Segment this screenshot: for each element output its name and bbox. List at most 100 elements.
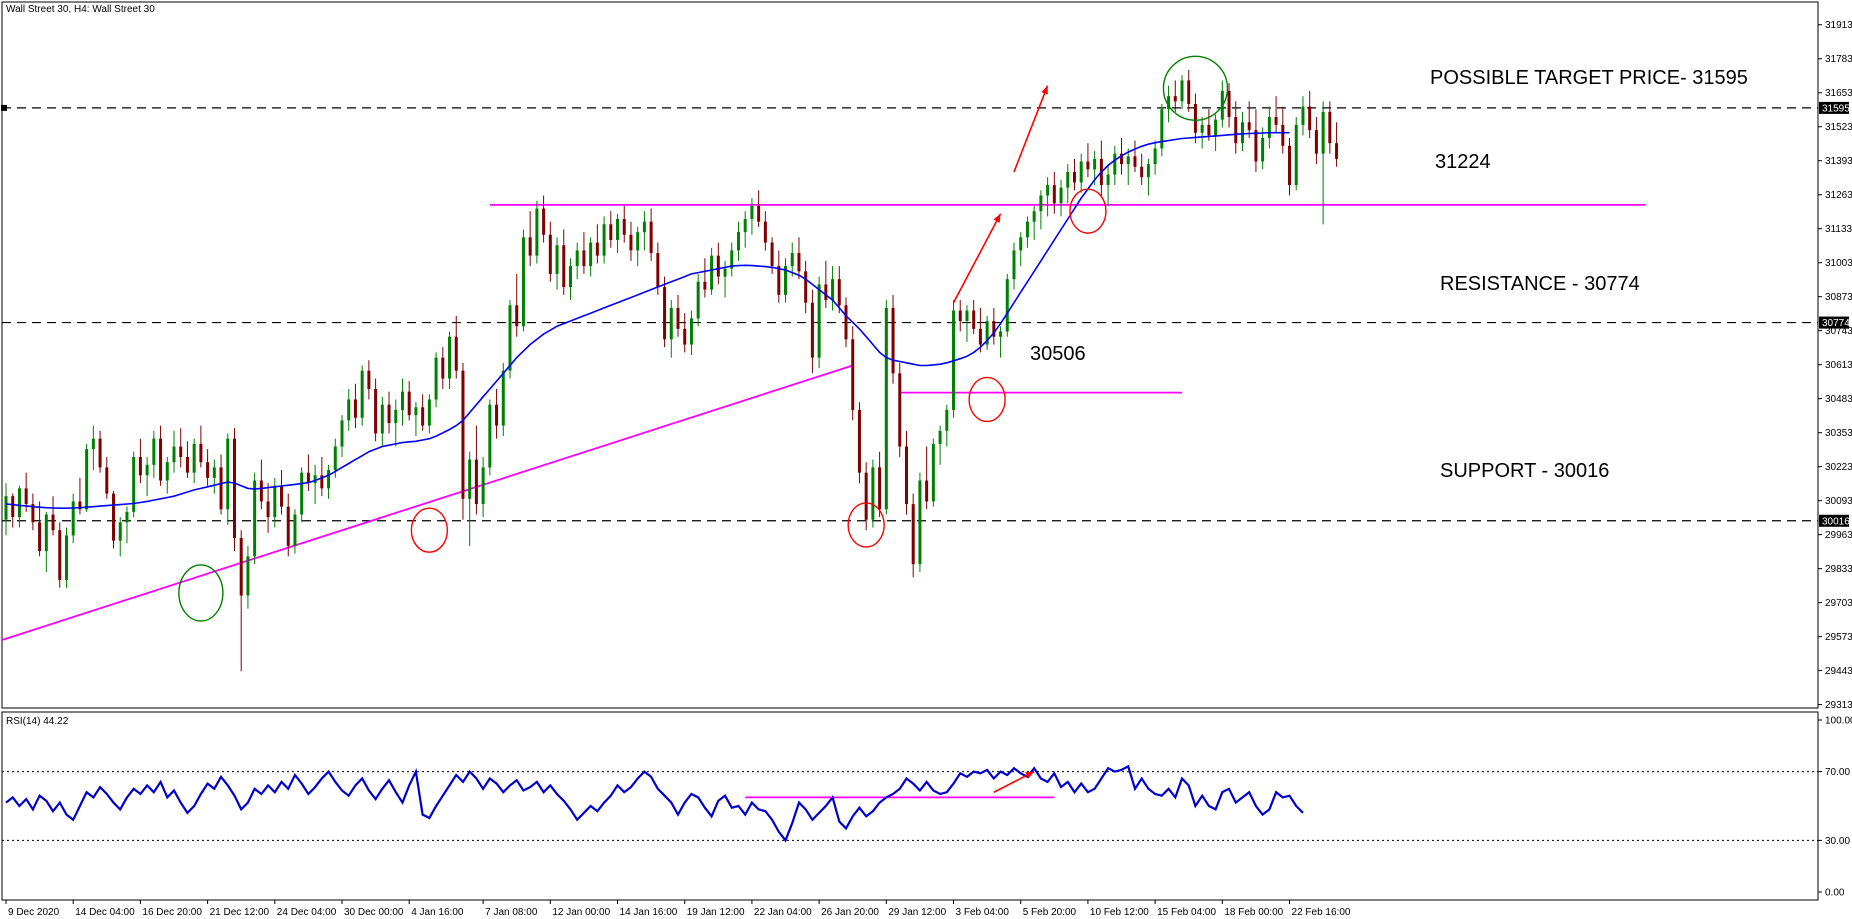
- candle-body: [280, 485, 284, 507]
- candle-body: [105, 467, 109, 494]
- candle-body: [1072, 171, 1076, 183]
- candle-body: [219, 467, 223, 510]
- candle-body: [259, 480, 263, 502]
- candle-body: [286, 506, 290, 546]
- rsi-tick-label: 30.00: [1825, 836, 1850, 847]
- candle-body: [159, 438, 163, 481]
- candle-body: [1005, 279, 1009, 332]
- candle-body: [206, 462, 210, 478]
- candle-body: [649, 221, 653, 254]
- time-tick-label: 10 Feb 12:00: [1090, 907, 1149, 918]
- arrow-head: [993, 213, 1001, 223]
- candle-body: [226, 438, 230, 510]
- arrow-head: [1041, 85, 1048, 95]
- candle-body: [958, 310, 962, 322]
- candle-body: [736, 232, 740, 251]
- candle-body: [185, 456, 189, 473]
- candle-body: [1261, 137, 1265, 162]
- candle-body: [1187, 80, 1191, 104]
- candle-body: [642, 221, 646, 233]
- candle-body: [622, 219, 626, 235]
- candle-body: [24, 488, 28, 505]
- candle-body: [441, 357, 445, 379]
- candle-body: [78, 501, 82, 510]
- price-tag-label: 30016: [1822, 516, 1850, 527]
- candle-body: [38, 522, 42, 552]
- candle-body: [1173, 96, 1177, 102]
- candle-body: [253, 480, 257, 557]
- candle-body: [824, 284, 828, 301]
- candle-body: [515, 305, 519, 327]
- main-panel: 31913 31783 31653 31523 31393 31263 31133 31003…: [1, 1, 1852, 711]
- price-tick-label: 31003: [1825, 258, 1852, 269]
- candle-body: [985, 321, 989, 345]
- target-price-label: POSSIBLE TARGET PRICE- 31595: [1430, 67, 1748, 89]
- candle-body: [757, 205, 761, 222]
- candle-body: [1247, 122, 1251, 131]
- candle-body: [266, 501, 270, 518]
- candle-body: [1321, 111, 1325, 154]
- candle-body: [857, 409, 861, 473]
- candle-body: [51, 514, 55, 531]
- candle-body: [85, 449, 89, 510]
- arrow-head: [1025, 771, 1035, 779]
- main-levels: [2, 107, 1818, 522]
- candle-body: [528, 237, 532, 256]
- candle-body: [810, 302, 814, 358]
- candle-body: [978, 328, 982, 345]
- candle-body: [1106, 174, 1110, 186]
- rsi-line: [5, 764, 1304, 843]
- candle-body: [394, 409, 398, 423]
- candle-body: [71, 501, 75, 536]
- time-tick-label: 12 Jan 00:00: [552, 907, 610, 918]
- candle-body: [11, 496, 15, 518]
- arrow-shaft: [1013, 85, 1049, 173]
- candle-body: [1254, 130, 1258, 162]
- time-tick-label: 19 Jan 12:00: [687, 907, 745, 918]
- candle-body: [1093, 158, 1097, 170]
- candle-body: [797, 253, 801, 272]
- candle-body: [945, 409, 949, 431]
- candle-body: [468, 459, 472, 499]
- highlight-circle: [178, 564, 224, 622]
- candle-body: [91, 438, 95, 450]
- highlight-circle: [968, 376, 1006, 423]
- candle-body: [1059, 187, 1063, 204]
- candle-body: [1314, 130, 1318, 154]
- candle-body: [374, 388, 378, 434]
- highlight-circle: [410, 507, 449, 553]
- candle-body: [763, 221, 767, 243]
- candle-body: [716, 255, 720, 277]
- time-tick-label: 3 Feb 04:00: [956, 907, 1010, 918]
- rsi-tick-label: 0.00: [1825, 888, 1845, 899]
- price-tag-box: [1819, 514, 1849, 527]
- candle-body: [488, 404, 492, 468]
- price-tick-label: 31783: [1825, 54, 1852, 65]
- price-tick-label: 29833: [1825, 564, 1852, 575]
- candle-body: [1120, 153, 1124, 165]
- candle-body: [864, 472, 868, 520]
- candle-body: [831, 279, 835, 301]
- candle-body: [64, 535, 68, 580]
- price-tick-label: 29443: [1825, 666, 1852, 677]
- candle-body: [1193, 103, 1197, 133]
- candle-body: [535, 208, 539, 256]
- main-panel-frame: [1, 1, 1819, 709]
- highlight-circle: [1162, 55, 1229, 121]
- candle-body: [380, 404, 384, 434]
- candle-body: [555, 245, 559, 274]
- candle-body: [817, 284, 821, 358]
- time-tick-label: 14 Jan 16:00: [620, 907, 678, 918]
- candle-body: [414, 407, 418, 416]
- candle-body: [327, 470, 331, 489]
- candle-body: [367, 370, 371, 389]
- candle-body: [770, 242, 774, 267]
- level-30506-label: 30506: [1030, 343, 1086, 365]
- candle-body: [703, 281, 707, 290]
- candle-body: [501, 370, 505, 426]
- candle-body: [1066, 171, 1070, 188]
- candle-body: [132, 456, 136, 512]
- candle-body: [1140, 166, 1144, 178]
- price-tick-label: 29313: [1825, 700, 1852, 711]
- arrow-shaft: [952, 213, 1002, 304]
